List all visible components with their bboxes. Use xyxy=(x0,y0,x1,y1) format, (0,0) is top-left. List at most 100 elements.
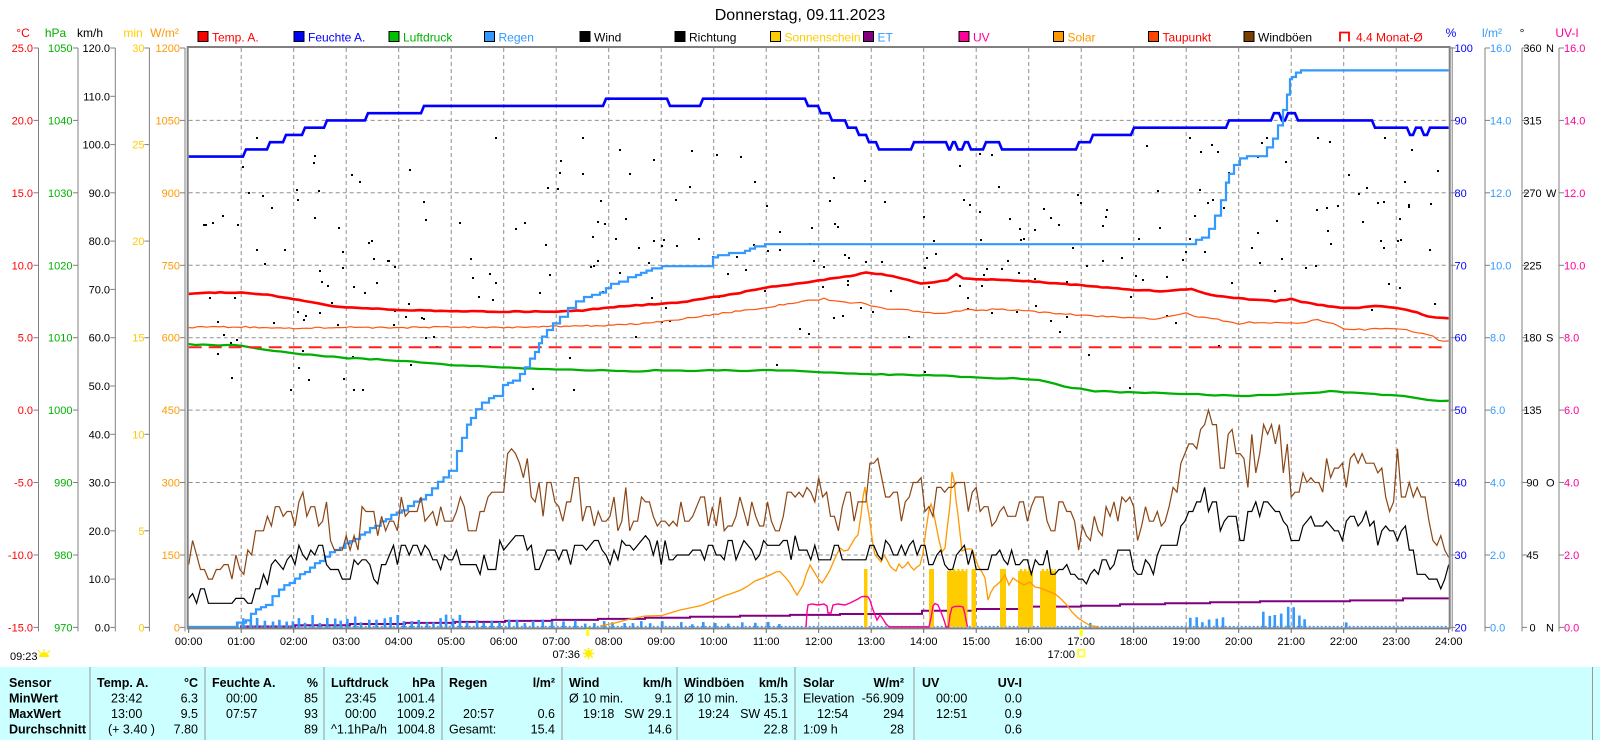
svg-text:0: 0 xyxy=(138,622,144,634)
svg-text:90: 90 xyxy=(1455,115,1467,127)
svg-text:9.1: 9.1 xyxy=(655,692,672,706)
svg-text:20.0: 20.0 xyxy=(89,526,110,538)
svg-text:l/m²: l/m² xyxy=(1482,26,1502,40)
svg-text:UV-I: UV-I xyxy=(1555,26,1578,40)
svg-text:180: 180 xyxy=(1523,333,1541,345)
svg-text:990: 990 xyxy=(54,478,72,490)
svg-text:10.0: 10.0 xyxy=(89,574,110,586)
svg-text:12:54: 12:54 xyxy=(817,707,848,721)
svg-text:SW 45.1: SW 45.1 xyxy=(740,707,788,721)
svg-text:1040: 1040 xyxy=(48,115,72,127)
svg-text:21:00: 21:00 xyxy=(1277,636,1305,648)
svg-text:Taupunkt: Taupunkt xyxy=(1163,31,1212,45)
svg-text:70.0: 70.0 xyxy=(89,284,110,296)
svg-text:315: 315 xyxy=(1523,115,1541,127)
svg-text:06:00: 06:00 xyxy=(490,636,518,648)
svg-text:1010: 1010 xyxy=(48,333,72,345)
svg-text:0.0: 0.0 xyxy=(18,405,33,417)
svg-text:1050: 1050 xyxy=(156,115,180,127)
svg-text:1001.4: 1001.4 xyxy=(397,692,435,706)
svg-text:^1.1hPa/h: ^1.1hPa/h xyxy=(331,723,387,737)
svg-text:1050: 1050 xyxy=(48,43,72,55)
svg-text:45: 45 xyxy=(1526,550,1538,562)
svg-text:00:00: 00:00 xyxy=(175,636,203,648)
svg-text:70: 70 xyxy=(1455,260,1467,272)
svg-text:23:45: 23:45 xyxy=(345,692,376,706)
svg-text:1030: 1030 xyxy=(48,188,72,200)
svg-text:980: 980 xyxy=(54,550,72,562)
svg-text:1009.2: 1009.2 xyxy=(397,707,435,721)
svg-text:6.0: 6.0 xyxy=(1564,405,1579,417)
svg-text:4.0: 4.0 xyxy=(1564,478,1579,490)
svg-text:80: 80 xyxy=(1455,188,1467,200)
svg-text:5.0: 5.0 xyxy=(18,333,33,345)
svg-text:270: 270 xyxy=(1523,188,1541,200)
svg-text:12:51: 12:51 xyxy=(936,707,967,721)
svg-text:10.0: 10.0 xyxy=(12,260,33,272)
svg-text:(+ 3.40 ): (+ 3.40 ) xyxy=(108,723,155,737)
svg-text:Temp. A.: Temp. A. xyxy=(212,31,259,45)
svg-text:ET: ET xyxy=(878,31,894,45)
svg-text:100.0: 100.0 xyxy=(82,140,110,152)
svg-text:Solar: Solar xyxy=(803,676,834,690)
svg-text:14:00: 14:00 xyxy=(910,636,938,648)
svg-text:00:00: 00:00 xyxy=(936,692,967,706)
svg-text:18:00: 18:00 xyxy=(1120,636,1148,648)
svg-text:900: 900 xyxy=(162,188,180,200)
svg-text:19:24: 19:24 xyxy=(698,707,729,721)
svg-text:135: 135 xyxy=(1523,405,1541,417)
svg-text:8.0: 8.0 xyxy=(1564,333,1579,345)
svg-text:110.0: 110.0 xyxy=(83,91,110,103)
svg-text:14.6: 14.6 xyxy=(648,723,672,737)
svg-text:W/m²: W/m² xyxy=(150,26,179,40)
svg-text:17:00: 17:00 xyxy=(1067,636,1095,648)
svg-text:11:00: 11:00 xyxy=(753,636,780,648)
svg-text:2.0: 2.0 xyxy=(1490,550,1505,562)
svg-text:%: % xyxy=(1446,26,1457,40)
svg-text:10.0: 10.0 xyxy=(1490,260,1511,272)
svg-text:90: 90 xyxy=(1526,478,1538,490)
svg-text:Temp. A.: Temp. A. xyxy=(97,676,148,690)
svg-text:-5.0: -5.0 xyxy=(14,478,33,490)
svg-text:Elevation: Elevation xyxy=(803,692,854,706)
svg-text:hPa: hPa xyxy=(412,676,436,690)
svg-text:Sonnenschein: Sonnenschein xyxy=(785,31,861,45)
svg-text:4.0: 4.0 xyxy=(1490,478,1505,490)
svg-text:0.9: 0.9 xyxy=(1005,707,1022,721)
svg-text:01:00: 01:00 xyxy=(227,636,255,648)
svg-text:2.0: 2.0 xyxy=(1564,550,1579,562)
svg-text:1020: 1020 xyxy=(48,260,72,272)
svg-text:50.0: 50.0 xyxy=(89,381,110,393)
svg-text:Feuchte A.: Feuchte A. xyxy=(212,676,275,690)
svg-text:Windböen: Windböen xyxy=(1258,31,1312,45)
svg-text:360: 360 xyxy=(1523,43,1541,55)
svg-text:120.0: 120.0 xyxy=(82,43,110,55)
svg-text:09:00: 09:00 xyxy=(647,636,675,648)
svg-text:Richtung: Richtung xyxy=(689,31,736,45)
svg-text:Regen: Regen xyxy=(449,676,487,690)
svg-text:20: 20 xyxy=(132,236,144,248)
svg-text:150: 150 xyxy=(162,550,180,562)
svg-text:16.0: 16.0 xyxy=(1564,43,1585,55)
svg-text:30: 30 xyxy=(132,43,144,55)
svg-text:MinWert: MinWert xyxy=(9,692,59,706)
svg-text:1200: 1200 xyxy=(156,43,180,55)
svg-text:UV-I: UV-I xyxy=(998,676,1022,690)
svg-text:UV: UV xyxy=(973,31,990,45)
svg-text:-56.909: -56.909 xyxy=(862,692,904,706)
svg-text:40: 40 xyxy=(1455,478,1467,490)
svg-text:°C: °C xyxy=(184,676,198,690)
svg-text:0: 0 xyxy=(174,622,180,634)
svg-text:23:42: 23:42 xyxy=(111,692,142,706)
svg-text:15:00: 15:00 xyxy=(962,636,990,648)
svg-text:22.8: 22.8 xyxy=(764,723,788,737)
svg-text:S: S xyxy=(1546,333,1553,345)
svg-text:8.0: 8.0 xyxy=(1490,333,1505,345)
svg-text:Sensor: Sensor xyxy=(9,676,52,690)
svg-text:23:00: 23:00 xyxy=(1382,636,1410,648)
svg-text:Solar: Solar xyxy=(1068,31,1096,45)
svg-text:Ø 10 min.: Ø 10 min. xyxy=(569,692,623,706)
svg-text:294: 294 xyxy=(883,707,904,721)
svg-text:Feuchte A.: Feuchte A. xyxy=(308,31,365,45)
svg-text:N: N xyxy=(1546,622,1554,634)
